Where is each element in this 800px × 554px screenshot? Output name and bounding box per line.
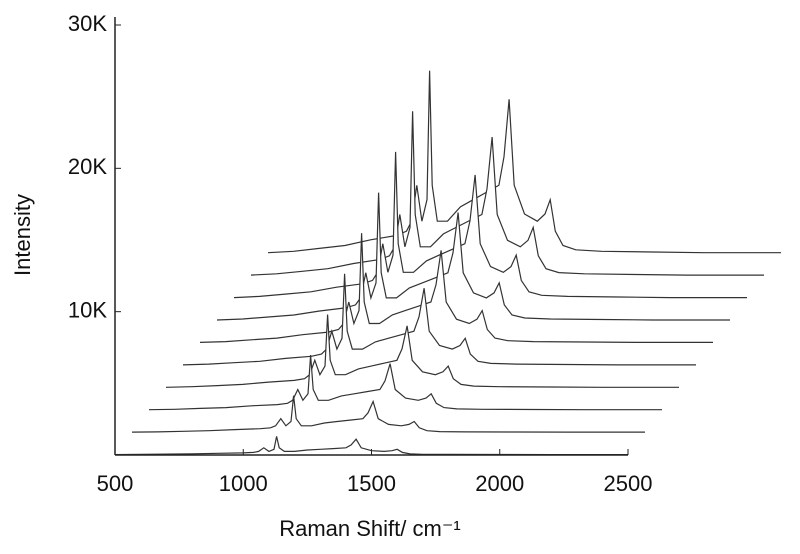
spectrum-line	[131, 395, 645, 433]
trace-mask	[149, 355, 662, 410]
trace-mask	[234, 151, 747, 298]
spectrum-line	[182, 273, 696, 366]
trace-mask	[200, 233, 713, 343]
spectrum-line	[114, 436, 628, 456]
trace-mask	[183, 273, 696, 365]
y-tick-label: 10K	[68, 297, 107, 322]
trace-mask	[268, 70, 781, 253]
x-tick-label: 2000	[475, 471, 524, 496]
x-tick-label: 2500	[604, 471, 653, 496]
x-axis-title: Raman Shift/ cm⁻¹	[279, 516, 461, 541]
y-axis-title: Intensity	[10, 194, 35, 276]
trace-mask	[132, 395, 645, 433]
x-tick-label: 1500	[347, 471, 396, 496]
spectrum-line	[148, 355, 662, 411]
trace-mask	[251, 111, 764, 276]
trace-mask	[217, 192, 730, 320]
spectrum-line	[165, 314, 679, 388]
trace-mask	[166, 314, 679, 388]
y-tick-label: 30K	[68, 11, 107, 36]
x-tick-label: 1000	[219, 471, 268, 496]
y-tick-label: 20K	[68, 154, 107, 179]
x-tick-label: 500	[97, 471, 134, 496]
